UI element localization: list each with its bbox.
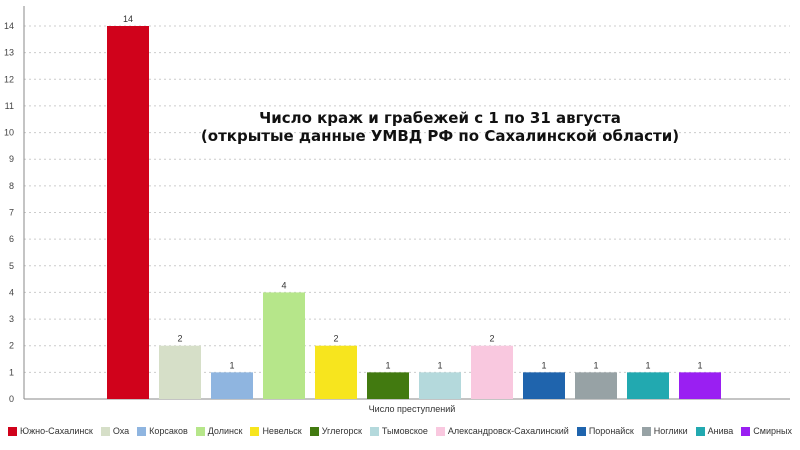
y-tick-label: 5	[9, 261, 14, 271]
y-tick-label: 6	[9, 234, 14, 244]
data-label: 2	[333, 334, 338, 344]
legend-label: Корсаков	[149, 426, 188, 436]
legend-label: Долинск	[207, 426, 243, 436]
legend-label: Анива	[707, 426, 734, 436]
legend-label: Александровск-Сахалинский	[447, 426, 569, 436]
legend-swatch	[435, 426, 445, 436]
data-label: 1	[437, 360, 442, 370]
data-label: 14	[123, 14, 133, 24]
y-tick-label: 14	[4, 21, 14, 31]
legend-item[interactable]: Южно-Сахалинск	[8, 426, 93, 436]
legend-label: Южно-Сахалинск	[20, 426, 93, 436]
data-label: 1	[385, 360, 390, 370]
data-label: 2	[489, 334, 494, 344]
data-label: 1	[593, 360, 598, 370]
y-tick-label: 11	[5, 101, 14, 111]
y-tick-label: 12	[4, 74, 14, 84]
y-tick-label: 10	[4, 128, 14, 138]
legend-item[interactable]: Анива	[695, 426, 734, 436]
legend-swatch	[309, 426, 319, 436]
legend-label: Поронайск	[588, 426, 634, 436]
legend-swatch	[741, 426, 751, 436]
legend-item[interactable]: Углегорск	[309, 426, 362, 436]
legend-label: Тымовское	[381, 426, 428, 436]
bar-8	[471, 345, 513, 399]
y-tick-label: 8	[9, 181, 14, 191]
data-label: 1	[697, 360, 702, 370]
y-tick-label: 3	[9, 314, 14, 324]
chart-legend: Южно-Сахалинск Оха Корсаков Долинск Невельск…	[0, 426, 800, 436]
legend-swatch	[695, 426, 705, 436]
legend-label: Смирных	[753, 426, 792, 436]
legend-swatch	[250, 426, 260, 436]
legend-label: Оха	[112, 426, 130, 436]
chart-title-line-1: Число краж и грабежей с 1 по 31 августа	[259, 109, 621, 127]
legend-item[interactable]: Долинск	[195, 426, 243, 436]
data-label: 2	[177, 334, 182, 344]
bar-10	[575, 372, 617, 399]
bar-9	[523, 372, 565, 399]
y-tick-label: 1	[9, 367, 14, 377]
legend-swatch	[137, 426, 147, 436]
legend-item[interactable]: Невельск	[250, 426, 302, 436]
bar-11	[627, 372, 669, 399]
legend-item[interactable]: Оха	[100, 426, 130, 436]
y-tick-label: 4	[9, 287, 14, 297]
legend-item[interactable]: Корсаков	[137, 426, 188, 436]
bar-1	[107, 26, 149, 399]
bar-5	[315, 345, 357, 399]
legend-swatch	[8, 426, 18, 436]
data-label: 1	[645, 360, 650, 370]
y-tick-label: 13	[4, 48, 14, 58]
bar-7	[419, 372, 461, 399]
bar-3	[211, 372, 253, 399]
data-label: 4	[281, 280, 286, 290]
legend-swatch	[100, 426, 110, 436]
legend-item[interactable]: Тымовское	[369, 426, 428, 436]
y-tick-label: 0	[9, 394, 14, 404]
legend-item[interactable]: Смирных	[741, 426, 792, 436]
chart-title-line-2: (открытые данные УМВД РФ по Сахалинской …	[201, 127, 679, 145]
legend-label: Невельск	[262, 426, 302, 436]
legend-swatch	[641, 426, 651, 436]
bar-4	[263, 292, 305, 399]
legend-label: Углегорск	[321, 426, 362, 436]
x-axis-label: Число преступлений	[369, 404, 456, 414]
y-tick-label: 9	[9, 154, 14, 164]
legend-swatch	[195, 426, 205, 436]
y-tick-label: 2	[9, 341, 14, 351]
bar-12	[679, 372, 721, 399]
legend-swatch	[369, 426, 379, 436]
legend-swatch	[576, 426, 586, 436]
legend-item[interactable]: Александровск-Сахалинский	[435, 426, 569, 436]
legend-label: Ноглики	[653, 426, 688, 436]
bar-2	[159, 345, 201, 399]
legend-item[interactable]: Ноглики	[641, 426, 688, 436]
bar-6	[367, 372, 409, 399]
data-label: 1	[541, 360, 546, 370]
data-label: 1	[229, 360, 234, 370]
y-tick-label: 7	[9, 208, 14, 218]
legend-item[interactable]: Поронайск	[576, 426, 634, 436]
